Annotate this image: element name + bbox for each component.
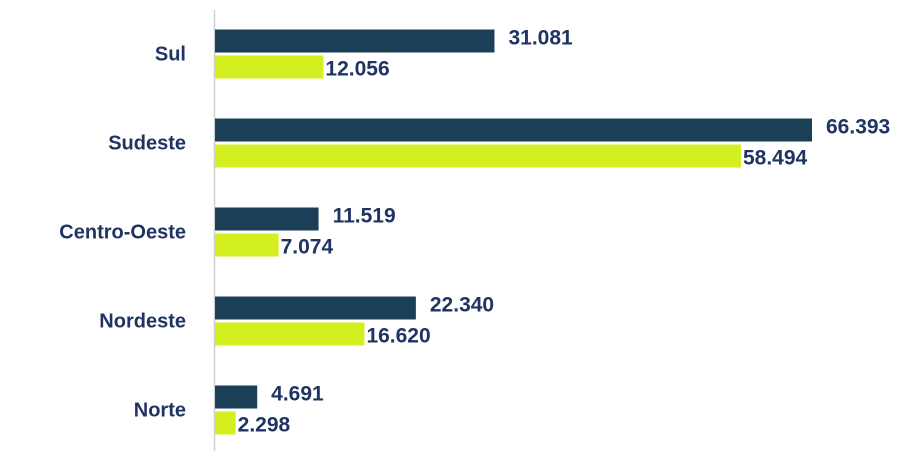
bar	[215, 207, 319, 231]
category-label: Nordeste	[99, 310, 186, 332]
bar	[215, 118, 812, 142]
bar	[215, 411, 236, 435]
value-label: 16.620	[366, 325, 430, 348]
bar	[215, 144, 741, 168]
value-label: 58.494	[743, 147, 808, 170]
value-label: 4.691	[271, 383, 324, 406]
category-label: Norte	[134, 399, 186, 421]
value-label: 7.074	[281, 236, 334, 259]
bar	[215, 385, 258, 409]
value-label: 22.340	[430, 294, 494, 317]
value-label: 11.519	[333, 205, 396, 228]
bar	[215, 55, 324, 79]
value-label: 12.056	[325, 58, 389, 81]
bar	[215, 322, 365, 346]
value-label: 2.298	[238, 414, 291, 437]
bar	[215, 296, 416, 320]
value-label: 66.393	[826, 116, 890, 139]
category-label: Sudeste	[108, 132, 186, 154]
bar	[215, 29, 495, 53]
value-label: 31.081	[508, 27, 573, 50]
category-label: Sul	[155, 43, 186, 65]
category-label: Centro-Oeste	[59, 221, 186, 243]
bar	[215, 233, 279, 257]
